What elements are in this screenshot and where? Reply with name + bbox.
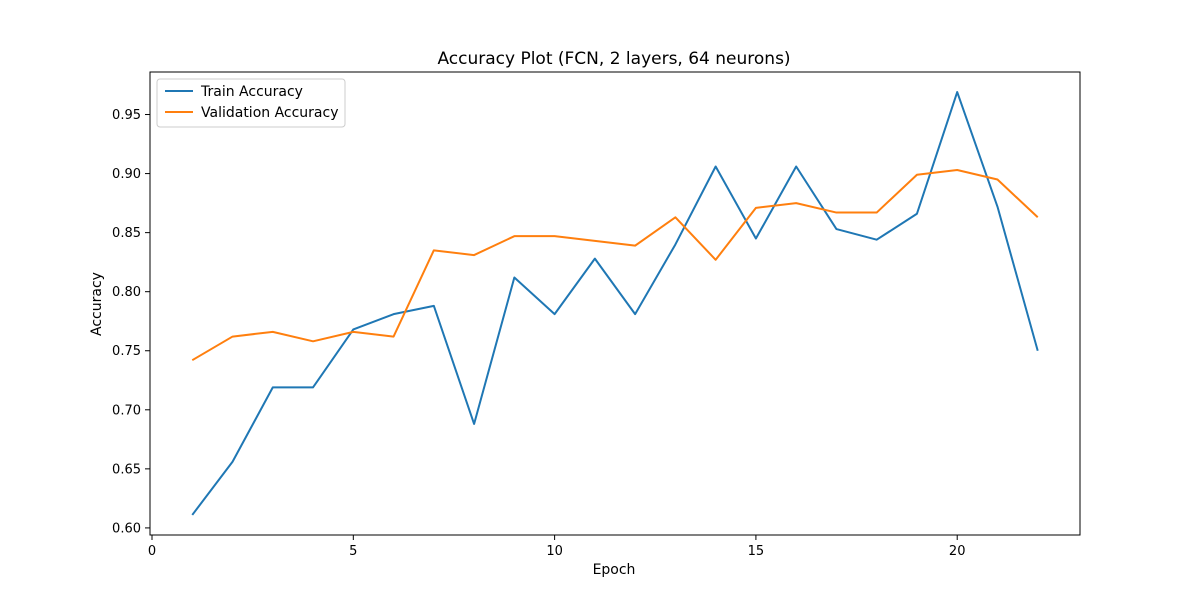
series-line-validation — [191, 169, 1039, 362]
legend-train-label: Train Accuracy — [200, 84, 303, 100]
y-tick-label: 0.95 — [112, 108, 141, 123]
y-tick-label: 0.85 — [112, 226, 141, 241]
legend-box — [156, 78, 346, 128]
y-tick-label: 0.90 — [112, 167, 141, 182]
y-tick-label: 0.75 — [112, 344, 141, 359]
x-axis-title: Epoch — [593, 562, 636, 578]
y-tick-label: 0.80 — [112, 285, 141, 300]
legend-validation-label: Validation Accuracy — [201, 105, 339, 121]
legend: Train Accuracy Validation Accuracy — [156, 78, 346, 128]
y-tick-label: 0.60 — [112, 521, 141, 536]
y-tick-label: 0.65 — [112, 462, 141, 477]
y-tick-label: 0.70 — [112, 403, 141, 418]
x-tick-label: 10 — [546, 544, 563, 559]
y-axis-ticks: 0.60 0.65 0.70 0.75 0.80 0.85 0.90 0.95 — [112, 108, 150, 536]
series-layer — [191, 91, 1039, 516]
x-tick-label: 5 — [349, 544, 357, 559]
series-line-train — [191, 91, 1039, 516]
plot-frame — [149, 71, 1081, 536]
y-axis-title: Accuracy — [89, 272, 105, 336]
x-axis-ticks: 0 5 10 15 20 — [148, 535, 966, 559]
x-tick-label: 15 — [748, 544, 765, 559]
x-tick-label: 0 — [148, 544, 156, 559]
chart-title: Accuracy Plot (FCN, 2 layers, 64 neurons… — [437, 49, 790, 69]
x-tick-label: 20 — [949, 544, 966, 559]
